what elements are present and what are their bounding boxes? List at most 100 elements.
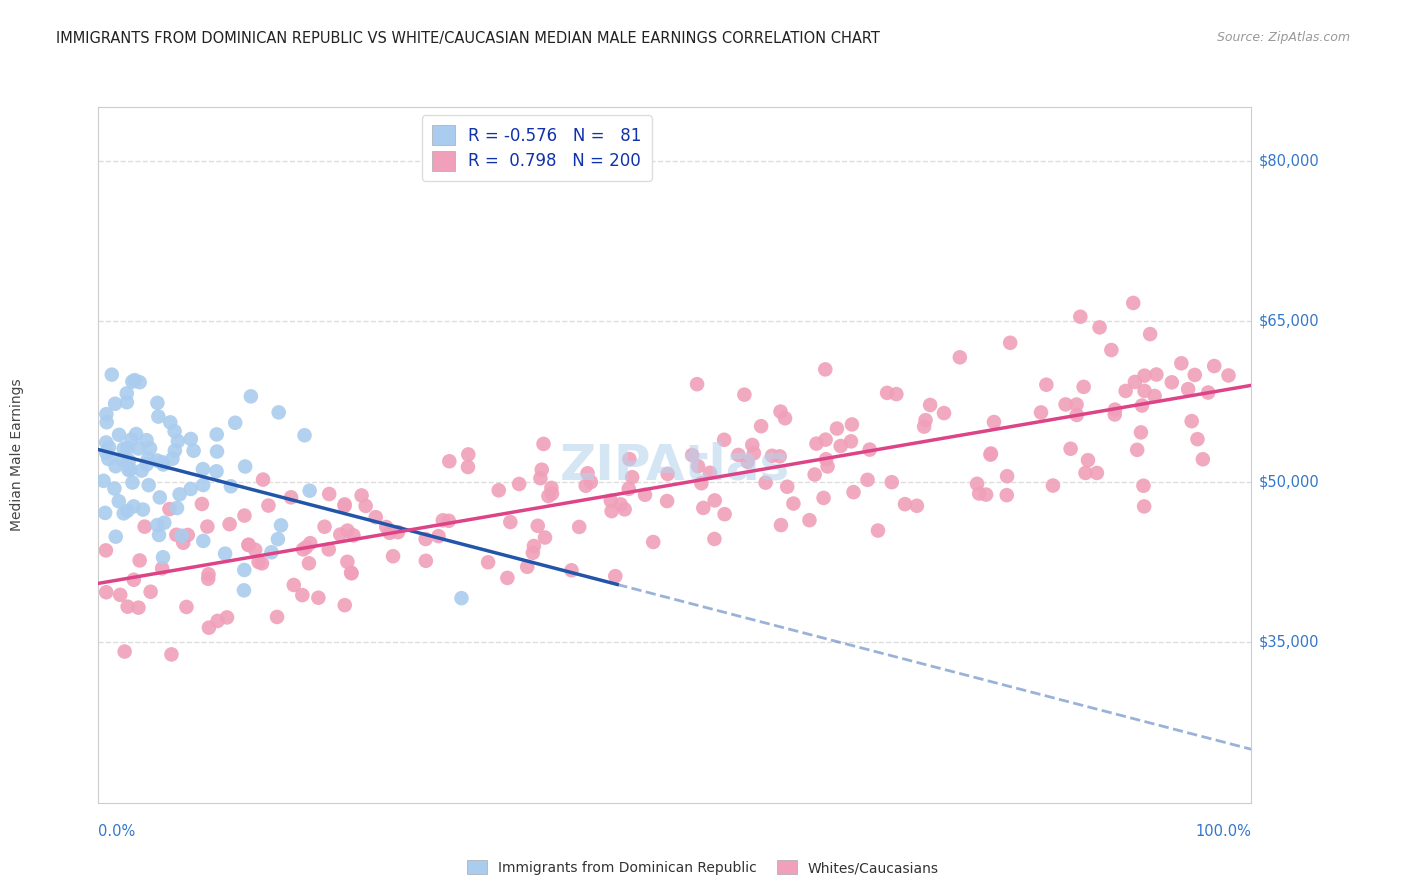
Point	[180, 482, 202, 496]
Point	[806, 436, 828, 450]
Point	[1133, 384, 1156, 398]
Point	[415, 532, 437, 546]
Point	[1054, 397, 1077, 411]
Point	[94, 543, 117, 558]
Point	[350, 488, 373, 502]
Point	[197, 572, 219, 586]
Point	[94, 506, 117, 520]
Point	[905, 499, 928, 513]
Point	[886, 387, 908, 401]
Point	[292, 542, 315, 557]
Text: 100.0%: 100.0%	[1195, 824, 1251, 838]
Point	[1099, 343, 1122, 357]
Point	[1077, 453, 1099, 467]
Point	[169, 487, 191, 501]
Point	[127, 442, 149, 456]
Point	[499, 515, 522, 529]
Point	[96, 415, 118, 429]
Point	[117, 504, 139, 518]
Point	[117, 599, 139, 614]
Point	[307, 591, 329, 605]
Point	[121, 375, 143, 389]
Point	[233, 508, 256, 523]
Point	[218, 517, 240, 532]
Point	[912, 419, 935, 434]
Point	[1042, 478, 1064, 492]
Point	[170, 529, 193, 543]
Text: Source: ZipAtlas.com: Source: ZipAtlas.com	[1216, 31, 1350, 45]
Point	[239, 389, 262, 403]
Point	[488, 483, 510, 498]
Point	[205, 464, 228, 478]
Point	[974, 487, 997, 501]
Point	[749, 419, 772, 434]
Point	[94, 435, 117, 450]
Point	[364, 510, 387, 524]
Point	[135, 433, 157, 447]
Point	[769, 518, 792, 533]
Point	[120, 462, 142, 476]
Point	[121, 433, 143, 447]
Point	[97, 451, 120, 466]
Point	[205, 444, 228, 458]
Point	[333, 598, 356, 612]
Point	[117, 463, 139, 477]
Point	[769, 404, 792, 418]
Point	[280, 491, 302, 505]
Text: $80,000: $80,000	[1258, 153, 1319, 168]
Point	[354, 499, 377, 513]
Point	[107, 494, 129, 508]
Point	[118, 453, 141, 467]
Point	[439, 454, 461, 468]
Point	[146, 396, 169, 410]
Point	[415, 554, 437, 568]
Point	[224, 416, 246, 430]
Point	[713, 507, 735, 521]
Point	[692, 500, 714, 515]
Text: 0.0%: 0.0%	[98, 824, 135, 838]
Point	[153, 516, 176, 530]
Point	[191, 462, 214, 476]
Point	[932, 406, 955, 420]
Point	[342, 528, 364, 542]
Point	[1123, 375, 1146, 389]
Point	[159, 502, 181, 516]
Point	[163, 443, 186, 458]
Point	[219, 479, 242, 493]
Point	[690, 476, 713, 491]
Point	[111, 452, 134, 467]
Point	[125, 427, 148, 442]
Point	[634, 488, 657, 502]
Point	[526, 518, 548, 533]
Point	[233, 583, 256, 598]
Point	[1218, 368, 1240, 383]
Point	[127, 600, 149, 615]
Point	[267, 405, 290, 419]
Point	[329, 527, 352, 541]
Point	[742, 446, 765, 460]
Point	[1184, 368, 1206, 382]
Point	[121, 475, 143, 490]
Point	[250, 557, 273, 571]
Point	[995, 488, 1018, 502]
Point	[191, 497, 214, 511]
Point	[96, 407, 118, 421]
Point	[1074, 466, 1097, 480]
Point	[295, 540, 318, 554]
Point	[983, 415, 1005, 429]
Point	[139, 584, 162, 599]
Point	[163, 424, 186, 438]
Point	[1177, 382, 1199, 396]
Point	[257, 499, 280, 513]
Legend: Immigrants from Dominican Republic, Whites/Caucasians: Immigrants from Dominican Republic, Whit…	[461, 855, 945, 880]
Point	[375, 520, 398, 534]
Point	[233, 563, 256, 577]
Point	[197, 567, 219, 582]
Point	[1104, 408, 1126, 422]
Point	[966, 476, 988, 491]
Point	[605, 569, 627, 583]
Point	[298, 556, 321, 570]
Point	[1073, 380, 1095, 394]
Text: $65,000: $65,000	[1258, 314, 1319, 328]
Point	[167, 434, 190, 449]
